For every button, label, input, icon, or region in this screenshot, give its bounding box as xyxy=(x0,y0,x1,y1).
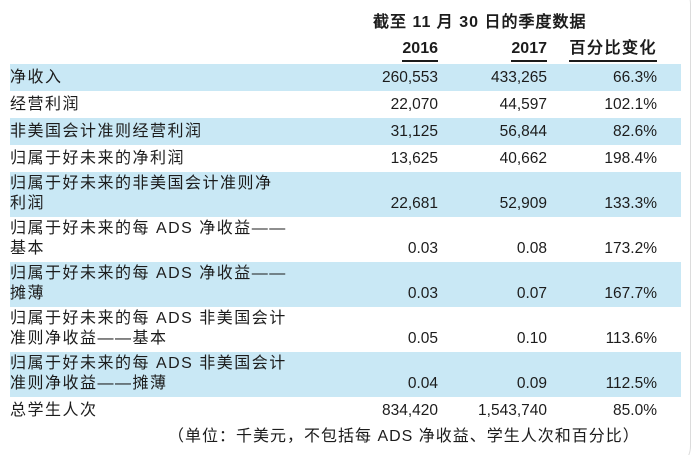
value-percent-change: 133.3% xyxy=(604,195,657,212)
row-label: 归属于好未来的每 ADS 非美国会计 准则净收益——基本 xyxy=(10,310,287,347)
row-label: 归属于好未来的非美国会计准则净 利润 xyxy=(10,175,273,212)
row-label: 总学生人次 xyxy=(10,402,98,419)
table-row: 归属于好未来的每 ADS 净收益—— 基本 0.03 0.08 173.2% xyxy=(10,217,681,262)
table-row: 经营利润 22,070 44,597 102.1% xyxy=(10,91,681,118)
value-2016: 22,070 xyxy=(390,96,438,113)
value-percent-change: 102.1% xyxy=(604,96,657,113)
table-row: 归属于好未来的非美国会计准则净 利润 22,681 52,909 133.3% xyxy=(10,172,681,217)
table-body: 净收入 260,553 433,265 66.3% 经营利润 22,070 44,597 10… xyxy=(10,64,681,424)
table-row: 归属于好未来的净利润 13,625 40,662 198.4% xyxy=(10,145,681,172)
financial-table: 2016 2017 百分比变化 净收入 260,553 433,265 66.3% 经营… xyxy=(10,39,681,424)
value-percent-change: 85.0% xyxy=(613,402,657,419)
value-2017: 52,909 xyxy=(499,195,547,212)
table-row: 归属于好未来的每 ADS 非美国会计 准则净收益——摊薄 0.04 0.09 112.5… xyxy=(10,352,681,397)
row-label: 归属于好未来的每 ADS 净收益—— 基本 xyxy=(10,220,287,257)
column-header-2016: 2016 xyxy=(370,39,438,62)
row-label: 归属于好未来的每 ADS 非美国会计 准则净收益——摊薄 xyxy=(10,355,287,392)
value-2017: 56,844 xyxy=(499,123,547,140)
table-row: 归属于好未来的每 ADS 净收益—— 摊薄 0.03 0.07 167.7% xyxy=(10,262,681,307)
value-2016: 13,625 xyxy=(390,150,438,167)
column-header-percent-change: 百分比变化 xyxy=(547,39,681,62)
table-row: 归属于好未来的每 ADS 非美国会计 准则净收益——基本 0.05 0.10 113.6… xyxy=(10,307,681,352)
value-2017: 0.09 xyxy=(516,375,547,392)
value-2017: 0.07 xyxy=(516,285,547,302)
column-header-2017: 2017 xyxy=(438,39,547,62)
value-2017: 40,662 xyxy=(499,150,547,167)
row-label: 归属于好未来的净利润 xyxy=(10,150,186,167)
value-percent-change: 82.6% xyxy=(613,123,657,140)
table-title: 截至 11 月 30 日的季度数据 xyxy=(373,14,587,31)
table-row: 净收入 260,553 433,265 66.3% xyxy=(10,64,681,91)
table-row: 非美国会计准则经营利润 31,125 56,844 82.6% xyxy=(10,118,681,145)
value-percent-change: 167.7% xyxy=(604,285,657,302)
row-label: 非美国会计准则经营利润 xyxy=(10,123,203,140)
value-percent-change: 66.3% xyxy=(613,69,657,86)
value-2017: 0.10 xyxy=(516,330,547,347)
value-2016: 0.05 xyxy=(407,330,438,347)
row-label: 净收入 xyxy=(10,69,63,86)
value-2016: 22,681 xyxy=(390,195,438,212)
value-2017: 433,265 xyxy=(490,69,547,86)
value-2017: 44,597 xyxy=(499,96,547,113)
value-2016: 0.04 xyxy=(407,375,438,392)
table-row: 总学生人次 834,420 1,543,740 85.0% xyxy=(10,397,681,424)
value-2016: 834,420 xyxy=(381,402,438,419)
column-header-row: 2016 2017 百分比变化 xyxy=(10,39,681,62)
value-2017: 0.08 xyxy=(516,240,547,257)
value-percent-change: 198.4% xyxy=(604,150,657,167)
value-percent-change: 112.5% xyxy=(605,375,657,392)
value-percent-change: 173.2% xyxy=(604,240,657,257)
row-label: 经营利润 xyxy=(10,96,81,113)
value-percent-change: 113.6% xyxy=(605,330,657,347)
row-label: 归属于好未来的每 ADS 净收益—— 摊薄 xyxy=(10,265,287,302)
value-2016: 0.03 xyxy=(407,285,438,302)
value-2016: 0.03 xyxy=(407,240,438,257)
value-2016: 31,125 xyxy=(390,123,438,140)
units-note: （单位：千美元，不包括每 ADS 净收益、学生人次和百分比） xyxy=(168,428,640,445)
value-2016: 260,553 xyxy=(381,69,438,86)
value-2017: 1,543,740 xyxy=(478,402,547,419)
